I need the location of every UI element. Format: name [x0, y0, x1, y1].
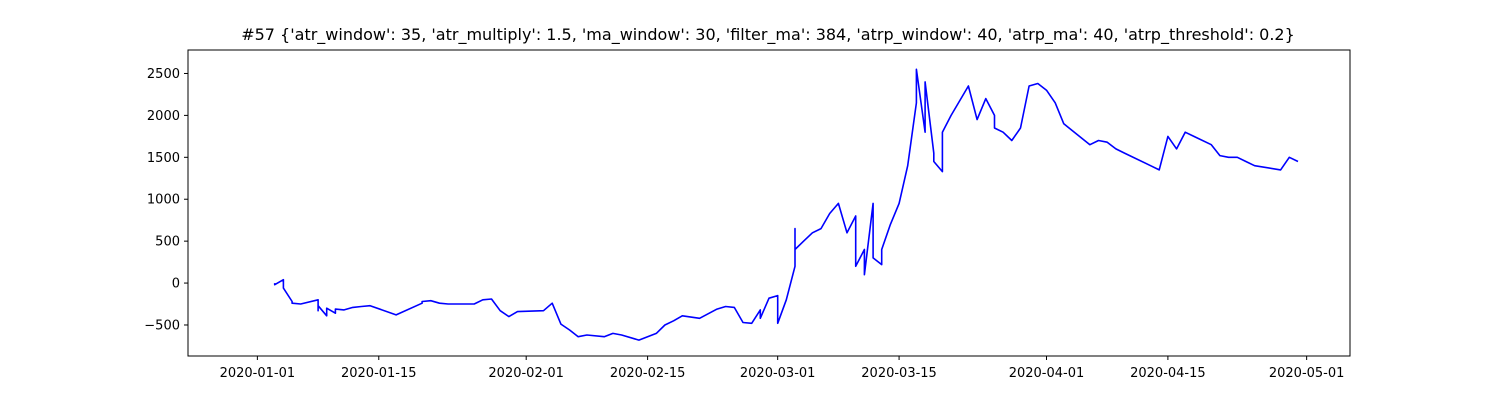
chart-title: #57 {'atr_window': 35, 'atr_multiply': 1…: [241, 25, 1295, 45]
x-tick-label: 2020-05-01: [1269, 366, 1345, 381]
x-tick-label: 2020-04-15: [1130, 366, 1206, 381]
series-line-0: [273, 68, 1299, 341]
x-tick-label: 2020-02-15: [610, 366, 686, 381]
x-tick-label: 2020-02-01: [488, 366, 564, 381]
y-tick-label: 500: [155, 235, 180, 250]
y-tick-label: 0: [172, 277, 180, 292]
x-tick-label: 2020-03-15: [861, 366, 937, 381]
plot-area: −500 0 500 1000 1500 2000 2500 2020-01-01 2020-0…: [144, 49, 1351, 381]
y-tick-label: −500: [144, 318, 180, 333]
x-tick-label: 2020-04-01: [1009, 366, 1085, 381]
y-tick-label: 2000: [147, 109, 180, 124]
y-tick-label: 1500: [147, 151, 180, 166]
x-tick-label: 2020-01-15: [341, 366, 417, 381]
y-tick-label: 1000: [147, 193, 180, 208]
y-tick-label: 2500: [147, 67, 180, 82]
x-tick-label: 2020-01-01: [220, 366, 296, 381]
axes-frame: [187, 49, 1351, 357]
x-tick-label: 2020-03-01: [740, 366, 816, 381]
